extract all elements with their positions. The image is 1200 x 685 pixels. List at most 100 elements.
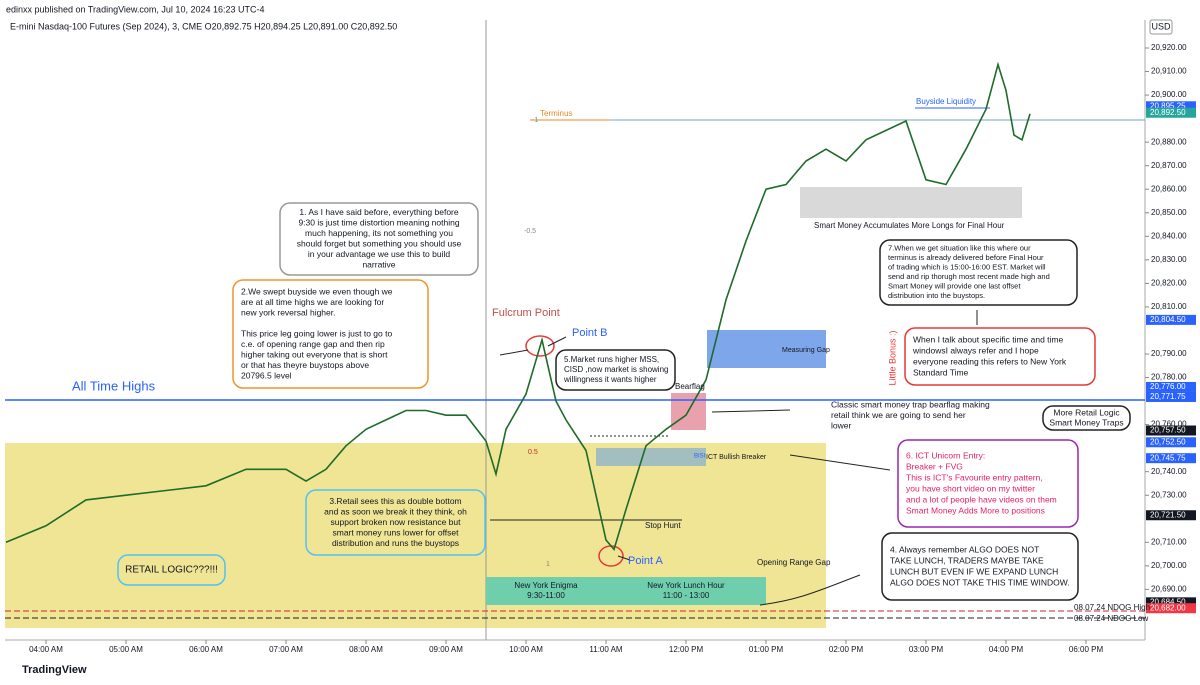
note-text: in your advantage we use this to build [308,249,451,259]
price-tag [1146,597,1196,608]
price-tag-label: 20,745.75 [1150,453,1186,462]
price-tag-label: 20,776.00 [1150,382,1186,391]
x-tick-label: 11:00 AM [589,645,623,654]
currency: USD [1151,21,1171,31]
price-line [5,61,1031,552]
y-tick-label: 20,790.00 [1151,349,1187,358]
note-text: 1. As I have said before, everything bef… [299,207,459,217]
note-text: or that has theyre buystops above [241,360,369,370]
note-text: Smart Money will provide one last offset [888,282,1021,291]
price-tag [1146,437,1196,448]
x-tick-label: 03:00 PM [909,645,944,654]
label: Measuring Gap [782,347,830,354]
note-text: and a lot of people have videos on them [906,494,1057,504]
label: Point A [628,555,664,567]
label: 08.07.24 NDOG Low [1074,614,1148,623]
lunch-box [606,577,766,605]
price-tag-label: 20,771.75 [1150,392,1186,401]
y-tick-label: 20,730.00 [1151,490,1187,499]
price-tag-label: 20,721.50 [1150,510,1186,519]
price-tag-label: 20,684.50 [1150,597,1186,606]
y-tick-label: 20,870.00 [1151,161,1187,170]
note-box [117,554,226,586]
price-tag [1146,510,1196,521]
note-box [1042,405,1131,431]
y-tick-label: 20,700.00 [1151,561,1187,570]
note-text: Smart Money Adds More to positions [906,505,1045,515]
note-box [904,327,1096,386]
price-tag-label: 20,892.50 [1150,108,1186,117]
note-text: TAKE LUNCH, TRADERS MAYBE TAKE [890,555,1044,565]
note-text: new york reversal higher. [241,307,336,317]
label: 0.5 [528,449,538,456]
note-text: 2.We swept buyside we even though we [241,286,393,296]
y-tick-label: 20,860.00 [1151,184,1187,193]
note-text: 9:30 is just time distortion meaning not… [298,218,459,228]
note-text: support broken now resistance but [331,517,462,527]
label: ICT Bullish Breaker [706,454,767,461]
enigma-box [486,577,606,605]
footer: TradingView [22,664,87,676]
breaker-box [596,448,706,466]
currency-box [1149,19,1173,35]
accumulation-box [800,187,1022,218]
note-box [305,489,486,556]
arrows [499,310,978,606]
price-tag [1146,101,1196,112]
note-text: Breaker + FVG [906,461,963,471]
x-tick-label: 10:00 AM [509,645,543,654]
label: Opening Range Gap [757,558,831,567]
note-text: 5.Market runs higher MSS, [564,355,659,364]
note-text: When I talk about specific time and time [913,334,1064,344]
note-box [879,239,1078,306]
price-tag [1146,425,1196,436]
x-tick-label: 06:00 PM [1069,645,1104,654]
label: Buyside Liquidity [916,97,976,106]
note-box [232,279,429,389]
x-tick-label: 01:00 PM [749,645,784,654]
y-tick-label: 20,820.00 [1151,279,1187,288]
label: 08.07.24 NDOG High [1074,603,1150,612]
label: Bearflag [675,382,705,391]
note-text: 20796.5 level [241,370,292,380]
note-text: This is ICT's Favourite entry pattern, [906,472,1043,482]
note-text: terminus is already delivered before Fin… [888,253,1044,262]
note-text: ALGO DOES NOT TAKE THIS TIME WINDOW. [890,577,1070,587]
note-text: This price leg going lower is just to go… [241,328,392,338]
note-text: should forget but something you should u… [297,239,462,249]
note-text: higher taking out everyone that is short [241,349,388,359]
price-tag [1146,603,1196,614]
y-tick-label: 20,690.00 [1151,585,1187,594]
price-tag-label: 20,895.25 [1150,101,1186,110]
note-text: of trading which is 15:00-16:00 EST. Mar… [888,263,1046,272]
y-tick-label: 20,760.00 [1151,420,1187,429]
note-text: 9:30-11:00 [527,591,565,600]
note-text: lower [831,420,851,430]
price-tag [1146,314,1196,325]
label: -1 [532,117,538,124]
y-tick-label: 20,830.00 [1151,255,1187,264]
note-text: Smart Money Traps [1049,417,1123,427]
note-text: 3.Retail sees this as double bottom [329,496,461,506]
label: Smart Money Accumulates More Longs for F… [814,221,1005,230]
x-tick-label: 08:00 AM [349,645,383,654]
measuring-gap-box [707,330,826,368]
x-tick-label: 05:00 AM [109,645,143,654]
price-tag-label: 20,804.50 [1150,315,1186,324]
note-text: LUNCH BUT EVEN IF WE EXPAND LUNCH [890,566,1058,576]
note-box [881,532,1079,601]
note-text: you have short video on my twitter [906,483,1035,493]
price-tag [1146,107,1196,118]
price-tag-label: 20,752.50 [1150,437,1186,446]
price-tag-label: 20,682.00 [1150,603,1186,612]
note-text: are at all time highs we are looking for [241,297,384,307]
note-text: Standard Time [913,367,969,377]
note-text: willingness it wants higher [563,375,657,384]
x-tick-label: 09:00 AM [429,645,463,654]
y-tick-label: 20,780.00 [1151,373,1187,382]
x-tick-label: 04:00 PM [989,645,1024,654]
note-box [279,202,479,276]
label: Terminus [540,109,572,118]
note-box [897,439,1079,528]
label: -0.5 [524,228,536,235]
